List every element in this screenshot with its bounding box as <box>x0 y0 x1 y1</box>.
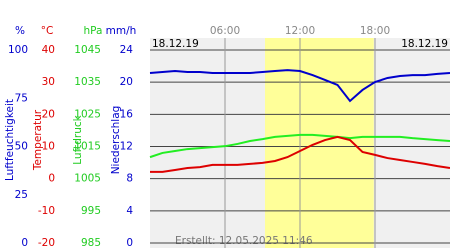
y-tick-label: 25 <box>15 189 28 201</box>
y-tick-label: 1035 <box>74 76 101 88</box>
y-tick-label: 995 <box>81 205 101 217</box>
y-tick-label: 0 <box>21 237 28 249</box>
y-tick-label: 10 <box>42 141 55 153</box>
y-tick-label: 1025 <box>74 108 101 120</box>
axis-unit: mm/h <box>106 25 137 37</box>
y-tick-label: 75 <box>15 92 28 104</box>
axis-unit: % <box>15 25 25 37</box>
axis-unit: hPa <box>84 25 103 37</box>
x-tick-label: 18:00 <box>360 25 390 37</box>
y-tick-label: 1015 <box>74 141 101 153</box>
axis-title: Niederschlag <box>110 106 122 175</box>
y-tick-label: 50 <box>15 141 28 153</box>
axis-title: Temperatur <box>32 109 44 171</box>
axis-title: Luftdruck <box>72 114 84 164</box>
y-tick-label: 4 <box>126 205 133 217</box>
axis-unit: °C <box>41 25 54 37</box>
y-tick-label: 100 <box>8 44 28 56</box>
y-tick-label: 985 <box>81 237 101 249</box>
date-right: 18.12.19 <box>401 38 448 50</box>
y-tick-label: 16 <box>120 108 134 120</box>
series-line <box>150 135 450 173</box>
series-line <box>149 133 450 159</box>
series-line <box>149 69 450 103</box>
y-tick-label: 1045 <box>74 44 101 56</box>
footer: Erstellt: 12.05.2025 11:46 <box>175 235 313 247</box>
y-tick-label: -10 <box>38 205 55 217</box>
y-tick-label: 20 <box>42 108 55 120</box>
x-tick-label: 12:00 <box>285 25 315 37</box>
y-tick-label: 20 <box>120 76 133 88</box>
x-tick-label: 06:00 <box>210 25 240 37</box>
y-tick-label: 12 <box>120 141 133 153</box>
date-left: 18.12.19 <box>152 38 199 50</box>
y-tick-label: 1005 <box>74 173 101 185</box>
y-tick-label: 8 <box>126 173 133 185</box>
axis-title: Luftfeuchtigkeit <box>4 99 16 181</box>
y-tick-label: 40 <box>42 44 55 56</box>
y-tick-label: 0 <box>48 173 55 185</box>
y-tick-label: 0 <box>126 237 133 249</box>
y-tick-label: 24 <box>120 44 134 56</box>
y-tick-label: -20 <box>38 237 55 249</box>
y-tick-label: 30 <box>42 76 55 88</box>
